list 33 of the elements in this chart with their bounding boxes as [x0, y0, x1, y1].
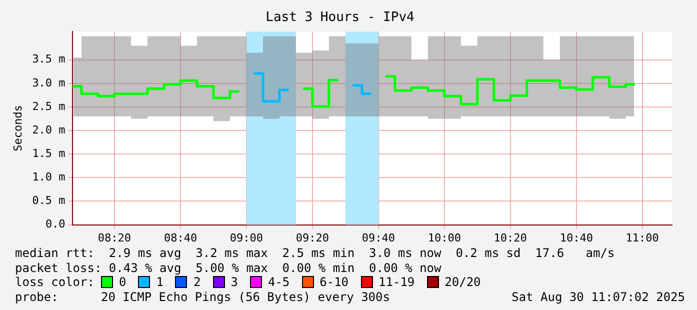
x-tick-label: 10:40	[560, 231, 593, 244]
text: median rtt: 2.9 ms avg 3.2 ms max 2.5 ms min 3.0 ms now 0.2 ms sd 17.6 am/s	[15, 246, 615, 260]
chart-title: Last 3 Hours - IPv4	[266, 10, 415, 26]
text: 20 ICMP Echo Pings (56 Bytes) every 300s	[101, 290, 390, 304]
text: 1	[156, 275, 164, 290]
text: Sat Aug 30 11:07:02 2025	[512, 290, 685, 304]
text: 2	[193, 275, 201, 290]
y-tick-label: 3.5 m	[32, 52, 66, 66]
y-tick-label: 1.0 m	[32, 170, 66, 184]
text: 20/20	[444, 275, 481, 290]
y-tick-label: 2.0 m	[32, 123, 66, 136]
y-tick-label: 3.0 m	[32, 76, 66, 90]
x-tick-label: 08:40	[164, 231, 198, 244]
y-tick-label: 0.5 m	[32, 194, 66, 208]
text: 6-10	[320, 275, 349, 290]
x-tick-label: 08:20	[98, 231, 132, 244]
x-tick-label: 10:00	[428, 231, 461, 244]
x-tick-label: 09:40	[362, 231, 396, 244]
text: loss color:	[15, 275, 96, 290]
text: 11-19	[378, 275, 415, 290]
text: probe:	[15, 290, 60, 304]
y-tick-label: 2.5 m	[32, 100, 66, 113]
x-tick-label: 10:20	[494, 231, 527, 244]
x-tick-label: 09:00	[230, 231, 264, 244]
x-tick-label: 11:00	[626, 231, 659, 244]
y-axis-title: Seconds	[11, 105, 24, 152]
text: 4-5	[268, 275, 290, 290]
y-tick-label: 1.5 m	[32, 146, 66, 160]
text: 3	[230, 275, 238, 290]
y-tick-label: 0.0	[45, 218, 66, 231]
x-tick-label: 09:20	[296, 231, 329, 244]
text: packet loss: 0.43 % avg 5.00 % max 0.00 % min 0.00 % now	[15, 260, 442, 275]
text: 0	[119, 275, 126, 290]
